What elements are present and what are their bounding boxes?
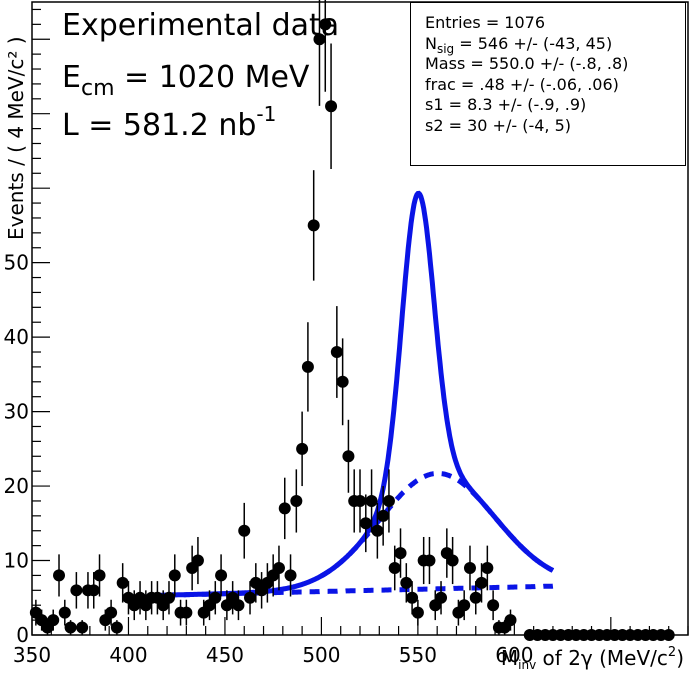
- x-axis-label-main: M: [500, 646, 519, 670]
- luminosity-exponent: -1: [256, 102, 277, 126]
- data-point: [319, 18, 332, 31]
- data-point: [191, 554, 204, 567]
- data-point: [411, 606, 424, 619]
- data-point: [278, 502, 291, 515]
- data-point: [180, 606, 193, 619]
- data-point: [290, 494, 303, 507]
- data-point: [64, 621, 77, 634]
- stat-frac: frac = .48 +/- (-.06, .06): [425, 74, 619, 94]
- chart-title-line-2: Ecm = 1020 MeV: [62, 60, 310, 101]
- data-point: [209, 591, 222, 604]
- data-point: [307, 219, 320, 232]
- stat-nsig-subscript: sig: [436, 41, 455, 56]
- stats-box: Entries = 1076 Nsig = 546 +/- (-43, 45) …: [410, 2, 686, 166]
- data-point: [504, 614, 517, 627]
- energy-symbol: E: [62, 60, 81, 95]
- data-point: [475, 576, 488, 589]
- data-point: [301, 360, 314, 373]
- data-point: [105, 606, 118, 619]
- data-point: [87, 584, 100, 597]
- data-point: [365, 494, 378, 507]
- x-axis-label: Minv of 2γ (MeV/c2): [500, 645, 684, 672]
- data-point: [284, 569, 297, 582]
- data-point: [359, 517, 372, 530]
- data-point: [296, 442, 309, 455]
- data-point: [116, 576, 129, 589]
- data-point: [388, 561, 401, 574]
- y-tick-label: 50: [4, 251, 29, 275]
- fit-broad-component: [320, 470, 555, 579]
- data-point: [481, 561, 494, 574]
- data-point: [400, 576, 413, 589]
- data-point: [336, 375, 349, 388]
- x-tick-label: 500: [302, 643, 340, 667]
- y-tick-label: 0: [16, 623, 29, 647]
- data-point: [406, 591, 419, 604]
- x-axis-label-end: ): [676, 646, 684, 670]
- y-tick-label: 40: [4, 325, 29, 349]
- stat-s2: s2 = 30 +/- (-4, 5): [425, 115, 571, 135]
- data-point: [487, 599, 500, 612]
- data-point: [446, 554, 459, 567]
- data-point: [377, 509, 390, 522]
- fit-background-component: [147, 583, 554, 598]
- data-point: [215, 569, 228, 582]
- data-point: [382, 494, 395, 507]
- chart-title-line-3: L = 581.2 nb-1: [62, 102, 276, 143]
- y-tick-label: 10: [4, 549, 29, 573]
- data-point: [168, 569, 181, 582]
- x-tick-label: 600: [495, 643, 533, 667]
- x-axis-label-superscript: 2: [667, 645, 677, 660]
- stat-s1: s1 = 8.3 +/- (-.9, .9): [425, 95, 587, 114]
- data-point: [469, 591, 482, 604]
- x-tick-label: 550: [399, 643, 437, 667]
- data-point: [330, 346, 343, 359]
- data-point: [110, 621, 123, 634]
- stat-entries: Entries = 1076: [425, 13, 546, 32]
- y-axis-label: Events / ( 4 MeV/c² ): [2, 36, 28, 260]
- x-tick-label: 350: [13, 643, 51, 667]
- x-axis-label-rest: of 2γ (MeV/c: [536, 646, 668, 670]
- data-point: [244, 591, 257, 604]
- data-point: [93, 569, 106, 582]
- data-point: [423, 554, 436, 567]
- luminosity-value: L = 581.2 nb: [62, 108, 257, 143]
- data-point: [76, 621, 89, 634]
- data-point: [58, 606, 71, 619]
- stat-nsig: Nsig = 546 +/- (-43, 45): [425, 33, 685, 56]
- y-tick-label: 30: [4, 400, 29, 424]
- data-point: [435, 591, 448, 604]
- data-point: [272, 561, 285, 574]
- data-point: [463, 561, 476, 574]
- data-point: [238, 524, 251, 537]
- y-axis-label-text: Events / ( 4 MeV/c² ): [4, 36, 28, 240]
- x-tick-label: 400: [109, 643, 147, 667]
- energy-value: = 1020 MeV: [114, 60, 310, 95]
- data-point: [162, 591, 175, 604]
- data-point: [232, 599, 245, 612]
- data-point: [371, 524, 384, 537]
- stat-nsig-symbol: N: [425, 33, 437, 53]
- x-tick-label: 450: [206, 643, 244, 667]
- data-point: [313, 33, 326, 46]
- data-point: [394, 547, 407, 560]
- chart-title-line-1: Experimental data: [62, 8, 340, 43]
- data-point: [53, 569, 66, 582]
- y-tick-label: 20: [4, 474, 29, 498]
- data-point: [342, 450, 355, 463]
- energy-subscript: cm: [80, 76, 115, 101]
- data-point-zero: [662, 629, 675, 641]
- data-point: [47, 614, 60, 627]
- data-point: [325, 100, 338, 113]
- stat-mass: Mass = 550.0 +/- (-.8, .8): [425, 54, 629, 73]
- data-point: [458, 599, 471, 612]
- data-point: [354, 494, 366, 507]
- fit-total-curve: [147, 190, 555, 598]
- data-point: [70, 584, 83, 597]
- stat-nsig-value: = 546 +/- (-43, 45): [454, 33, 613, 53]
- x-axis-label-subscript: inv: [518, 658, 537, 672]
